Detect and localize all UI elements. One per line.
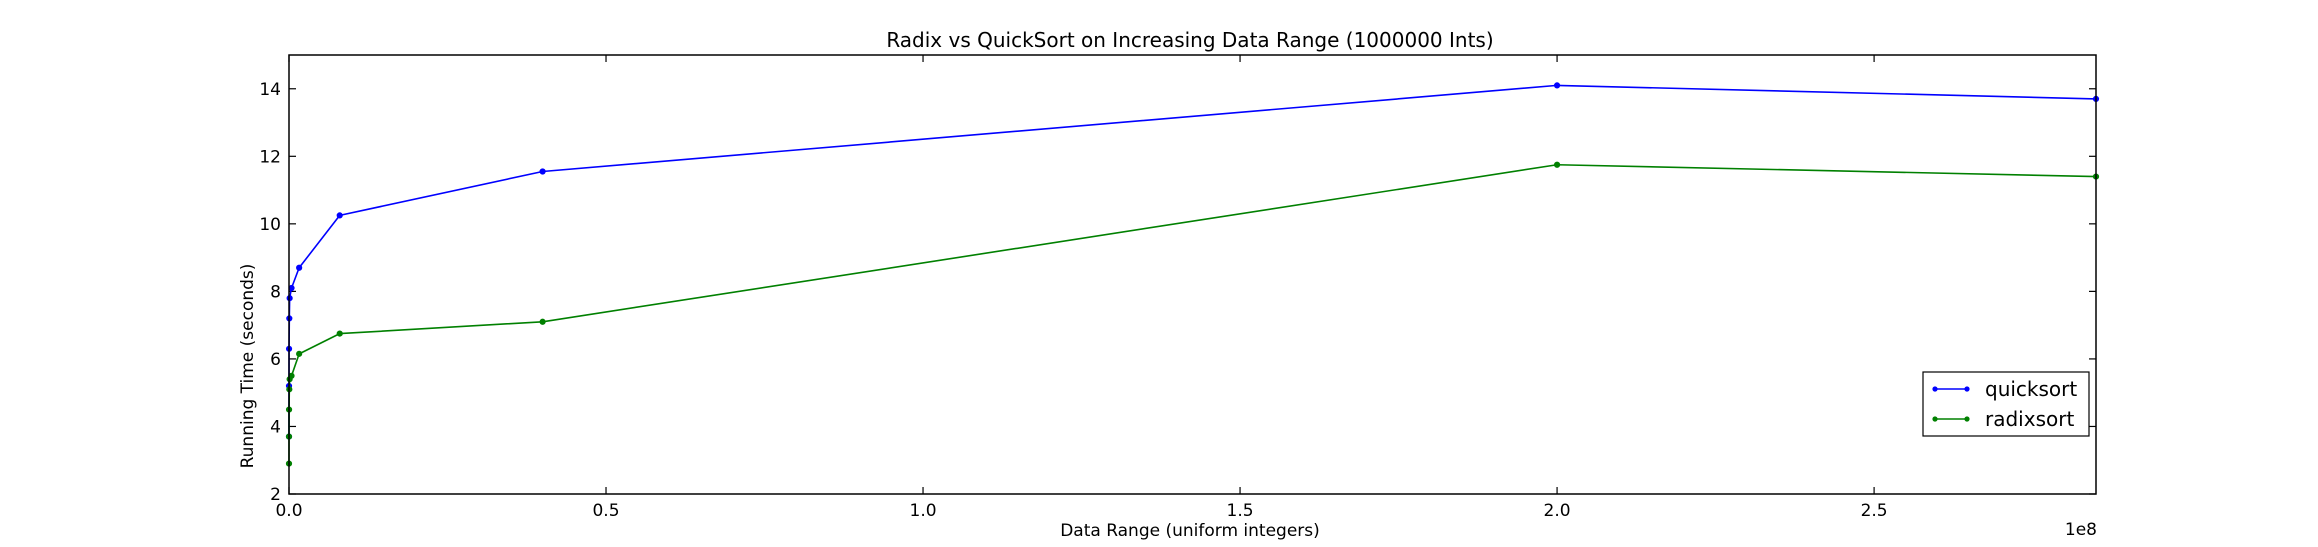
x-tick-label: 2.0 <box>1544 501 1571 521</box>
series-line-quicksort <box>288 84 2097 437</box>
x-tick-label: 1.0 <box>910 501 937 521</box>
legend-box <box>1922 371 2090 437</box>
data-point-radixsort <box>296 350 303 357</box>
data-point-radixsort <box>336 330 343 337</box>
data-point-quicksort <box>539 168 546 175</box>
y-tick-label: 10 <box>259 215 281 235</box>
plot-series <box>285 82 2100 467</box>
data-point-radixsort <box>539 318 546 325</box>
legend-marker-quicksort <box>1932 386 1938 392</box>
legend-marker-quicksort <box>1964 386 1970 392</box>
x-tick-label: 2.5 <box>1861 501 1888 521</box>
legend-item-quicksort: quicksort <box>1932 377 2077 401</box>
data-point-quicksort <box>1553 82 1561 89</box>
legend-item-radixsort: radixsort <box>1932 407 2074 431</box>
legend-marker-radixsort <box>1964 416 1970 422</box>
chart-title: Radix vs QuickSort on Increasing Data Ra… <box>886 28 1493 52</box>
y-tick-label: 14 <box>259 80 281 100</box>
y-tick-label: 8 <box>270 282 281 302</box>
legend-marker-radixsort <box>1932 416 1938 422</box>
series-quicksort <box>285 82 2100 440</box>
data-point-radixsort <box>1553 161 1561 168</box>
plot-area-frame <box>288 54 2097 495</box>
y-axis-label: Running Time (seconds) <box>238 264 258 469</box>
legend: quicksort radixsort <box>1922 371 2090 437</box>
series-line-radixsort <box>288 163 2097 464</box>
y-tick-label: 6 <box>270 350 281 370</box>
axis-ticks: 0.0 0.5 1.0 1.5 2.0 2.5 2 4 6 8 10 12 14 <box>259 55 2096 521</box>
x-axis-label: Data Range (uniform integers) <box>1060 521 1320 541</box>
data-point-quicksort <box>296 264 303 271</box>
y-tick-label: 4 <box>270 417 281 437</box>
x-axis-offset-label: 1e8 <box>2065 520 2097 540</box>
x-tick-label: 0.0 <box>275 501 302 521</box>
x-tick-label: 0.5 <box>592 501 619 521</box>
legend-label-radixsort: radixsort <box>1985 407 2074 431</box>
data-point-quicksort <box>336 212 343 219</box>
legend-label-quicksort: quicksort <box>1985 377 2077 401</box>
x-tick-label: 1.5 <box>1227 501 1254 521</box>
series-radixsort <box>285 161 2100 467</box>
y-tick-label: 2 <box>270 485 281 505</box>
y-tick-label: 12 <box>259 147 281 167</box>
